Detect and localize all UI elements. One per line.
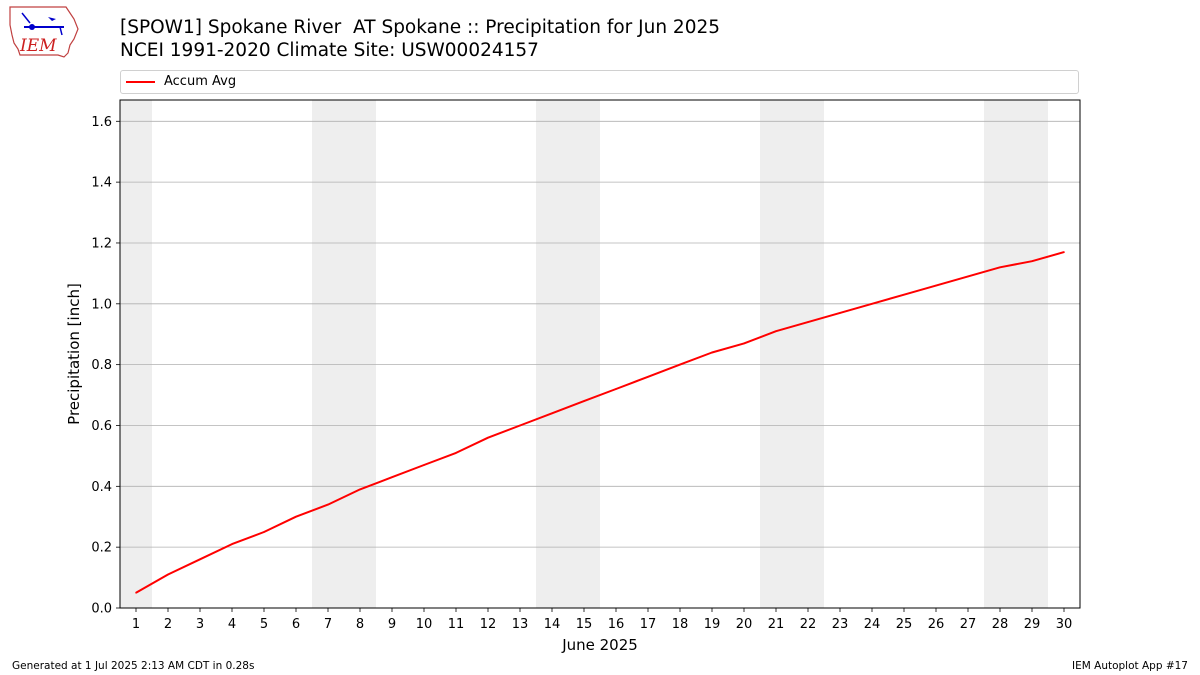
data-point <box>839 312 841 314</box>
x-tick-label: 1 <box>132 617 140 632</box>
x-tick-label: 8 <box>356 617 364 632</box>
y-axis-label: Precipitation [inch] <box>65 283 83 425</box>
x-tick-label: 5 <box>260 617 268 632</box>
weekend-band <box>536 100 600 608</box>
x-tick-label: 7 <box>324 617 332 632</box>
data-point <box>807 321 809 323</box>
x-tick-label: 30 <box>1056 617 1073 632</box>
y-tick-label: 1.4 <box>91 176 112 191</box>
x-tick-label: 20 <box>736 617 753 632</box>
data-point <box>455 452 457 454</box>
data-point <box>167 573 169 576</box>
y-tick-label: 1.6 <box>91 115 112 130</box>
footer-app-text: IEM Autoplot App #17 <box>1072 660 1188 672</box>
x-tick-label: 29 <box>1024 617 1041 632</box>
data-point <box>615 388 617 390</box>
data-point <box>935 284 937 287</box>
x-axis-label: June 2025 <box>561 636 638 654</box>
data-point <box>391 476 393 478</box>
x-tick-label: 4 <box>228 617 236 632</box>
data-point <box>647 376 649 378</box>
chart-subtitle: NCEI 1991-2020 Climate Site: USW00024157 <box>120 40 539 61</box>
data-point <box>487 436 489 439</box>
data-point <box>263 531 265 533</box>
x-tick-label: 26 <box>928 617 945 632</box>
x-tick-label: 25 <box>896 617 913 632</box>
x-tick-label: 15 <box>576 617 593 632</box>
weekend-band <box>760 100 824 608</box>
x-tick-label: 28 <box>992 617 1009 632</box>
weekend-band <box>312 100 376 608</box>
data-point <box>199 558 201 561</box>
y-tick-label: 0.8 <box>91 358 112 373</box>
data-point <box>711 351 713 354</box>
plot-frame <box>119 99 1081 609</box>
data-point <box>583 400 585 402</box>
legend-swatch-accum-avg <box>126 81 155 83</box>
chart-title: [SPOW1] Spokane River AT Spokane :: Prec… <box>120 17 721 38</box>
x-tick-label: 13 <box>512 617 529 632</box>
data-point <box>423 464 425 466</box>
data-point <box>359 488 361 491</box>
x-tick-label: 22 <box>800 617 817 632</box>
legend: Accum Avg <box>120 70 1079 94</box>
x-tick-label: 9 <box>388 617 396 632</box>
x-tick-label: 6 <box>292 617 300 632</box>
data-point <box>295 515 297 518</box>
y-tick-label: 0.4 <box>91 480 112 495</box>
x-tick-label: 10 <box>416 617 433 632</box>
data-point <box>679 363 681 366</box>
data-point <box>903 293 905 296</box>
data-point <box>967 275 969 278</box>
data-point <box>999 266 1001 269</box>
x-tick-label: 11 <box>448 617 465 632</box>
x-tick-label: 23 <box>832 617 849 632</box>
data-point <box>775 330 777 332</box>
series-line-accum-avg <box>135 251 1065 594</box>
x-tick-label: 17 <box>640 617 657 632</box>
data-point <box>135 591 137 594</box>
data-point <box>743 342 745 345</box>
data-point <box>327 503 329 506</box>
x-tick-label: 19 <box>704 617 721 632</box>
x-tick-label: 18 <box>672 617 689 632</box>
y-tick-label: 1.0 <box>91 297 112 312</box>
data-point <box>551 412 553 415</box>
y-tick-label: 0.2 <box>91 541 112 556</box>
data-point <box>1063 251 1065 253</box>
legend-label-accum-avg: Accum Avg <box>164 74 237 89</box>
x-tick-label: 14 <box>544 617 561 632</box>
data-point <box>1031 260 1033 263</box>
y-tick-label: 0.0 <box>91 602 112 617</box>
data-point <box>231 543 233 545</box>
x-tick-label: 3 <box>196 617 204 632</box>
logo-text: IEM <box>19 36 57 56</box>
x-tick-label: 12 <box>480 617 497 632</box>
y-tick-label: 1.2 <box>91 236 112 251</box>
weekend-band <box>120 100 152 608</box>
x-tick-label: 21 <box>768 617 785 632</box>
weekend-band <box>984 100 1048 608</box>
data-point <box>519 424 521 427</box>
x-tick-label: 27 <box>960 617 977 632</box>
x-tick-label: 24 <box>864 617 881 632</box>
iem-logo: IEM <box>8 5 80 63</box>
x-tick-label: 2 <box>164 617 172 632</box>
x-tick-label: 16 <box>608 617 625 632</box>
y-tick-label: 0.6 <box>91 419 112 434</box>
footer-generated-text: Generated at 1 Jul 2025 2:13 AM CDT in 0… <box>12 660 255 672</box>
data-point <box>871 303 873 305</box>
